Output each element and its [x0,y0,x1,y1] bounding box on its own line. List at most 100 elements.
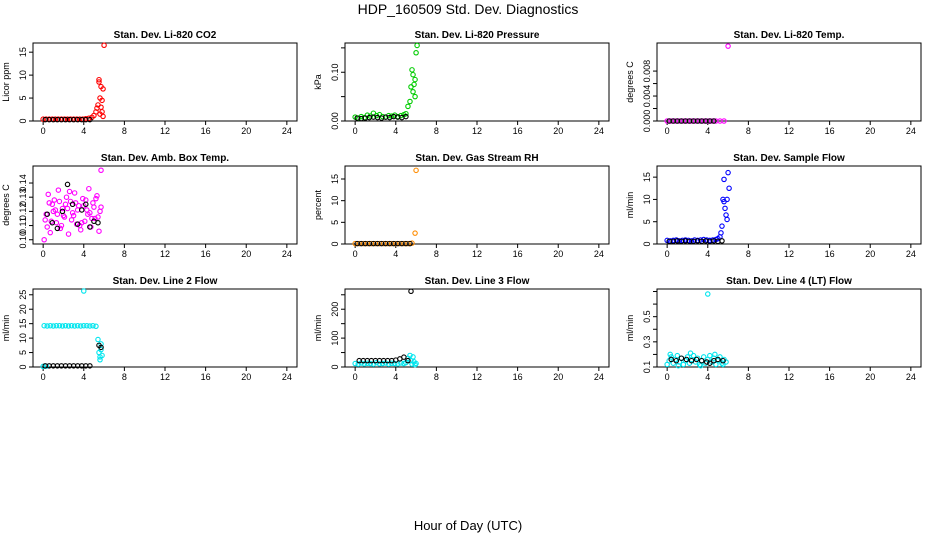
data-point [49,201,56,208]
data-point [673,357,680,364]
x-tick-label: 12 [160,372,170,382]
y-tick-label: 15 [18,47,28,57]
data-point [50,323,57,329]
y-tick-label: 100 [330,331,340,346]
data-point [54,225,61,232]
panel-1: Stan. Dev. Li-820 CO2 Licor ppm 0 4 8 12 16 20 2… [1,30,298,136]
data-point [96,228,102,234]
y-axis-label: ml/min [625,315,635,342]
data-point [96,76,102,83]
series-black [666,118,717,124]
x-tick-label: 20 [553,126,563,136]
x-tick-label: 24 [282,126,292,136]
data-point [412,76,418,83]
x-tick-label: 16 [825,249,835,259]
panel-9: Stan. Dev. Line 4 (LT) Flow ml/min 0 4 8 12 16… [625,276,922,382]
data-point [71,190,78,196]
data-point [87,116,93,123]
data-point [85,211,91,217]
data-point [66,188,73,195]
x-tick-label: 24 [282,249,292,259]
data-point [704,237,710,243]
data-point [69,201,76,208]
data-point [64,181,71,188]
data-point [77,227,84,233]
data-point [54,211,61,217]
data-point [95,336,101,343]
data-point [707,360,713,366]
x-tick-label: 16 [513,372,523,382]
y-tick-label: 20 [18,304,28,314]
data-point [100,113,106,120]
x-tick-label: 16 [825,372,835,382]
x-tick-label: 12 [784,372,794,382]
panel-title: Stan. Dev. Li-820 Pressure [415,30,540,41]
x-tick-label: 12 [472,249,482,259]
panel-title: Stan. Dev. Amb. Box Temp. [101,153,229,164]
data-point [726,185,732,192]
plot-frame [656,288,922,368]
data-point [47,229,54,236]
x-tick-label: 8 [746,372,751,382]
x-tick-label: 16 [513,126,523,136]
series-black [44,181,101,232]
data-point [697,362,704,369]
series-colored [40,42,107,122]
data-point [90,322,96,329]
data-point [46,200,52,206]
x-tick-label: 0 [41,126,46,136]
data-point [687,350,694,356]
data-point [355,361,361,367]
data-point [68,217,75,223]
plot-frame [32,165,298,245]
data-point [68,322,75,329]
panel-2: Stan. Dev. Li-820 Pressure kPa 0 4 8 12 16 20 24… [313,30,610,136]
data-point [413,360,419,367]
panel-7: Stan. Dev. Line 2 Flow ml/min 0 4 8 12 16 20 24 0… [1,276,298,382]
x-tick-label: 16 [513,249,523,259]
data-point [59,208,66,215]
x-tick-label: 0 [41,249,46,259]
series-colored [664,43,731,124]
data-point [97,208,103,215]
data-point [93,195,99,202]
y-tick-label: 15 [330,174,340,184]
data-point [70,212,77,219]
data-point [724,196,730,203]
data-point [678,355,685,361]
data-point [407,240,413,247]
data-point [93,323,99,330]
data-point [675,362,682,369]
data-point [668,354,674,360]
panel-3: Stan. Dev. Li-820 Temp. degrees C 0 4 8 12 16 2… [625,30,922,136]
data-point [87,363,93,369]
data-point [64,205,71,212]
data-point [78,207,85,213]
y-tick-label: 10 [18,333,28,343]
data-point [53,322,60,329]
x-tick-label: 24 [906,126,916,136]
panel-5: Stan. Dev. Gas Stream RH percent 0 4 8 12 16 20… [313,153,610,259]
y-tick-label: 0.10 [18,231,28,249]
data-point [65,323,72,329]
x-tick-label: 8 [122,249,127,259]
data-point [98,204,104,210]
data-point [694,355,701,361]
data-point [58,222,65,229]
data-point [683,356,690,363]
data-point [718,230,724,236]
data-point [385,361,392,367]
data-point [81,288,87,294]
y-tick-label: 0.14 [18,174,28,192]
data-point [59,205,66,212]
data-point [72,200,79,206]
y-axis-label: ml/min [313,315,323,342]
panel-4: Stan. Dev. Amb. Box Temp. degrees C 0 4 8 12 1… [1,153,298,259]
x-tick-label: 8 [746,249,751,259]
x-tick-label: 20 [865,249,875,259]
series-colored [40,288,105,370]
x-tick-label: 12 [784,249,794,259]
plot-frame [32,42,298,122]
data-point [59,323,66,329]
series-black [42,342,104,369]
